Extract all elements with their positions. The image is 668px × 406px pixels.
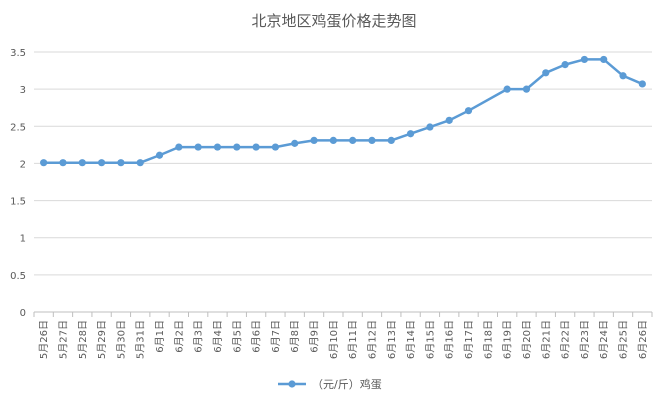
x-axis	[33, 311, 653, 317]
data-point	[117, 159, 125, 167]
x-tick-label: 6月16日	[444, 320, 456, 359]
data-point	[194, 143, 202, 151]
x-tick-label: 5月28日	[77, 320, 89, 359]
x-tick-label: 6月24日	[598, 320, 610, 359]
y-tick-label: 3.5	[10, 48, 26, 59]
chart-title: 北京地区鸡蛋价格走势图	[251, 12, 416, 30]
data-point	[368, 136, 376, 144]
x-tick-label: 6月12日	[366, 320, 378, 359]
y-tick-label: 0.5	[10, 271, 26, 282]
legend: （元/斤）鸡蛋	[278, 377, 382, 391]
x-tick-label: 6月10日	[328, 320, 340, 359]
y-tick-label: 0	[20, 308, 26, 319]
x-tick-label: 5月30日	[115, 320, 127, 359]
x-tick-label: 6月23日	[579, 320, 591, 359]
series-line	[43, 58, 643, 164]
data-point	[426, 123, 434, 131]
data-point	[387, 136, 395, 144]
x-tick-label: 6月21日	[540, 320, 552, 359]
data-point	[252, 143, 260, 151]
x-tick-label: 6月5日	[231, 320, 243, 353]
x-tick-label: 6月14日	[405, 320, 417, 359]
data-point	[155, 151, 164, 159]
x-tick-label: 6月3日	[193, 320, 205, 353]
data-point	[445, 116, 453, 124]
data-point	[600, 55, 608, 64]
data-point	[136, 159, 144, 167]
x-tick-label: 6月19日	[502, 320, 514, 359]
data-point	[40, 159, 48, 167]
data-point	[619, 72, 627, 80]
data-point	[175, 143, 183, 151]
x-tick-label: 6月2日	[173, 320, 185, 353]
data-point	[542, 69, 550, 77]
data-point	[213, 143, 222, 151]
data-point	[503, 85, 511, 93]
legend-marker	[288, 380, 296, 388]
x-tick-label: 6月13日	[386, 320, 398, 359]
x-tick-label: 6月7日	[270, 320, 282, 353]
x-tick-label: 6月25日	[618, 320, 630, 359]
y-tick-label: 3	[20, 85, 26, 96]
x-tick-label: 6月18日	[482, 320, 494, 359]
x-tick-label: 6月9日	[309, 320, 321, 353]
data-point	[78, 159, 86, 167]
x-tick-label: 5月27日	[57, 320, 69, 359]
x-tick-label: 6月15日	[424, 320, 436, 359]
y-tick-label: 1.5	[10, 197, 26, 208]
y-axis-ticks: 0 0.5 1 1.5 2 2.5 3 3.5	[10, 48, 26, 319]
x-tick-label: 6月17日	[463, 320, 475, 359]
x-tick-label: 6月1日	[154, 320, 166, 353]
x-axis-ticks: 5月26日 5月27日 5月28日 5月29日 5月30日 5月31日 6月1日 6月2日 6月…	[38, 320, 649, 359]
data-point	[291, 139, 299, 147]
x-tick-label: 6月26日	[637, 320, 649, 359]
x-tick-label: 6月11日	[347, 320, 359, 359]
data-point	[349, 136, 357, 144]
x-tick-label: 5月26日	[38, 320, 50, 359]
data-point	[638, 80, 646, 88]
data-point	[406, 130, 415, 138]
x-tick-label: 5月29日	[96, 320, 108, 359]
data-point	[464, 107, 473, 115]
y-tick-label: 2.5	[10, 122, 26, 133]
x-tick-label: 6月20日	[521, 320, 533, 359]
data-point	[233, 143, 241, 151]
data-point	[310, 136, 318, 144]
data-point	[329, 136, 337, 144]
y-tick-label: 2	[20, 159, 26, 170]
data-point	[580, 55, 589, 64]
x-tick-label: 6月8日	[289, 320, 301, 353]
x-tick-label: 6月4日	[212, 320, 224, 353]
data-point	[561, 61, 569, 69]
data-point	[59, 159, 67, 167]
x-tick-label: 6月22日	[560, 320, 572, 359]
data-point	[97, 159, 106, 167]
data-point	[271, 143, 280, 151]
x-tick-label: 6月6日	[251, 320, 263, 353]
series-egg-price	[40, 55, 646, 167]
y-tick-label: 1	[20, 234, 26, 245]
data-point	[522, 85, 531, 93]
x-tick-label: 5月31日	[135, 320, 147, 359]
legend-label: （元/斤）鸡蛋	[312, 377, 382, 391]
